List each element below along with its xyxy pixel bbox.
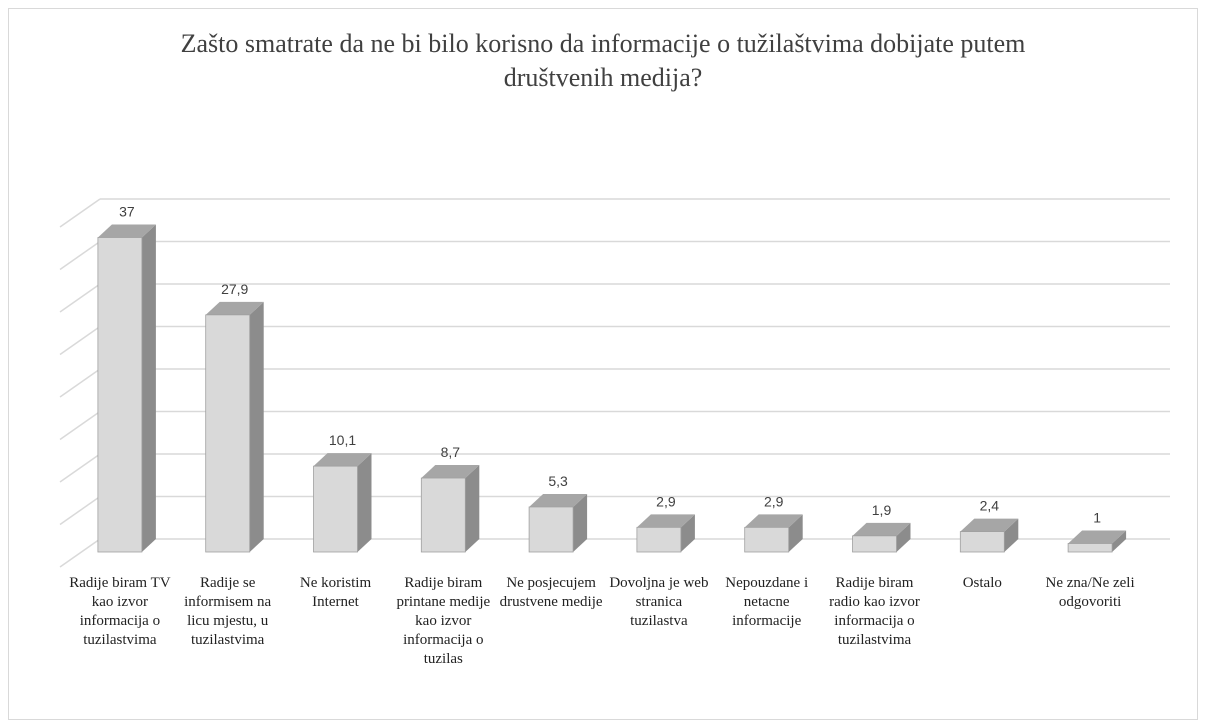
bar	[744, 526, 790, 553]
x-tick-label: Dovoljna je web stranica tuzilastva	[609, 575, 709, 629]
x-tick-label: Nepouzdane i netacne informacije	[725, 575, 809, 629]
bar	[959, 531, 1005, 553]
x-tick-label: Radije biram radio kao izvor informacija…	[829, 575, 920, 648]
value-label: 5,3	[548, 473, 568, 489]
bar-side	[249, 301, 264, 552]
value-label: 1	[1093, 510, 1101, 526]
x-tick-label: Radije biram TV kao izvor informacija o …	[69, 575, 171, 648]
bar	[852, 535, 897, 553]
bar-top	[1068, 530, 1127, 544]
bar	[205, 314, 251, 553]
grid-wall-line	[59, 325, 101, 356]
bar-top	[97, 224, 156, 238]
value-label: 1,9	[872, 502, 892, 518]
value-label: 2,9	[656, 493, 676, 509]
bar-top	[744, 514, 803, 528]
bar-top	[636, 514, 695, 528]
bar-top	[313, 453, 372, 467]
value-label: 2,9	[764, 493, 784, 509]
grid-wall-line	[59, 283, 101, 313]
bar-top	[852, 522, 911, 536]
x-tick-label: Ostalo	[962, 575, 1002, 591]
grid-wall-line	[59, 495, 101, 526]
grid-wall-line	[59, 538, 101, 568]
value-label: 10,1	[329, 432, 356, 448]
x-tick-label: Ne posjecujem drustvene medije	[499, 575, 603, 610]
bar-side	[573, 493, 588, 552]
chart-title: Zašto smatrate da ne bi bilo korisno da …	[181, 29, 1026, 92]
bar-top	[960, 518, 1019, 532]
bar	[636, 526, 682, 553]
bar-side	[680, 514, 695, 552]
bar-side	[357, 453, 372, 552]
bar-side	[896, 522, 911, 552]
grid-wall-line	[59, 453, 101, 483]
x-tick-label: Ne koristim Internet	[299, 575, 372, 610]
x-tick-label: Ne zna/Ne zeli odgovoriti	[1045, 575, 1135, 610]
bar-top	[205, 301, 264, 315]
value-label: 8,7	[441, 444, 461, 460]
bar	[528, 506, 574, 553]
x-tick-label: Radije biram printane medije kao izvor i…	[396, 575, 491, 667]
bar	[97, 237, 143, 553]
value-label: 27,9	[221, 281, 248, 297]
grid-wall-line	[59, 198, 101, 228]
x-tick-label: Radije se informisem na licu mjestu, u t…	[184, 575, 272, 648]
bar-side	[1004, 518, 1019, 552]
bar	[313, 465, 358, 553]
bar	[1067, 543, 1113, 553]
bar-top	[421, 465, 480, 479]
grid-wall-line	[59, 240, 101, 271]
bar-side	[141, 224, 156, 552]
bar-side	[1112, 530, 1127, 552]
value-label: 37	[119, 204, 135, 220]
value-label: 2,4	[980, 498, 1000, 514]
bar	[420, 477, 466, 553]
bar-top	[529, 493, 588, 507]
grid-wall-line	[59, 410, 101, 441]
grid-wall-line	[59, 368, 101, 398]
bar-side	[465, 465, 480, 552]
bar-side	[788, 514, 803, 552]
